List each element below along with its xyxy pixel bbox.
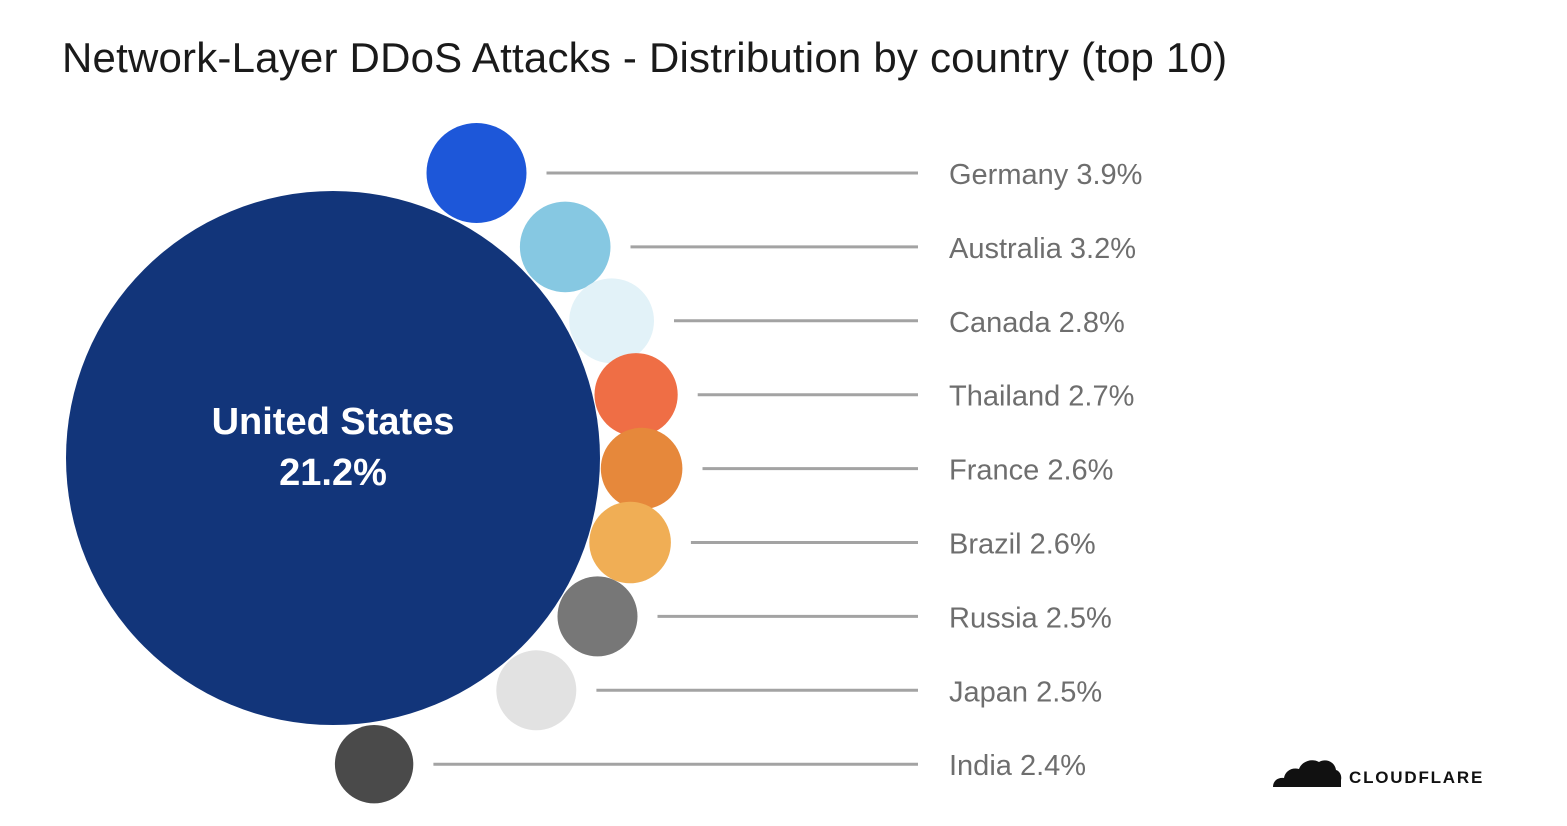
data-label-thailand: Thailand 2.7%	[949, 381, 1134, 413]
bubble-brazil	[589, 501, 671, 584]
data-label-australia: Australia 3.2%	[949, 233, 1136, 265]
data-label-japan: Japan 2.5%	[949, 676, 1102, 708]
data-label-russia: Russia 2.5%	[949, 602, 1112, 634]
data-label-canada: Canada 2.8%	[949, 307, 1125, 339]
brand-name: CLOUDFLARE	[1349, 768, 1485, 787]
bubble-label-country: United States	[212, 401, 455, 443]
bubble-united-states	[66, 191, 600, 725]
cloud-icon	[1273, 760, 1342, 787]
bubble-france	[600, 427, 683, 510]
data-label-germany: Germany 3.9%	[949, 159, 1142, 191]
bubble-japan	[496, 650, 577, 731]
page-title: Network-Layer DDoS Attacks - Distributio…	[62, 34, 1228, 81]
cloudflare-logo: CLOUDFLARE	[1271, 752, 1503, 792]
bubble-label-value: 21.2%	[279, 452, 387, 494]
data-label-india: India 2.4%	[949, 750, 1086, 782]
bubble-india	[334, 725, 414, 804]
data-label-france: France 2.6%	[949, 455, 1113, 487]
bubble-germany	[426, 123, 527, 223]
bubble-canada	[569, 278, 654, 364]
data-label-brazil: Brazil 2.6%	[949, 529, 1096, 561]
bubble-russia	[557, 576, 638, 657]
bubble-thailand	[594, 353, 678, 437]
bubble-australia	[519, 201, 611, 293]
